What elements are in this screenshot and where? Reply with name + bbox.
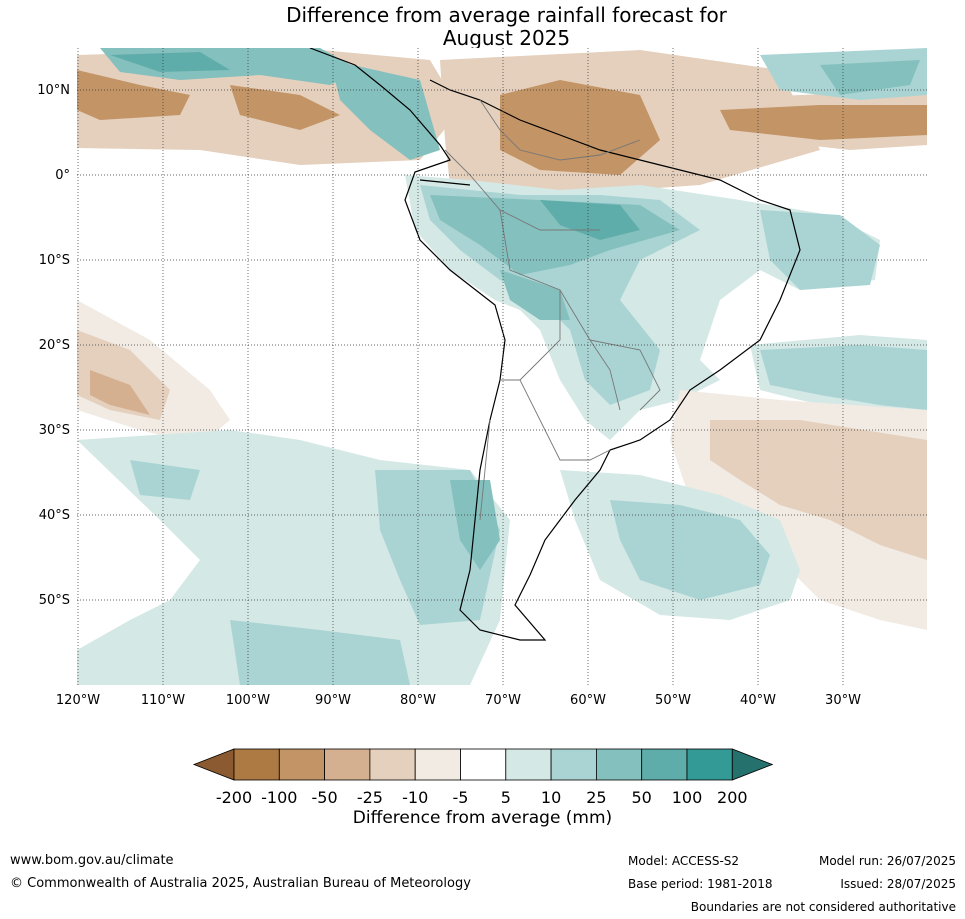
lon-label: 110°W — [140, 693, 186, 708]
colorbar-tick-label: -50 — [311, 788, 338, 807]
colorbar — [192, 748, 774, 781]
lon-label: 100°W — [225, 693, 271, 708]
gridlines — [77, 48, 927, 685]
colorbar-tick-label: -10 — [402, 788, 429, 807]
lat-label: 40°S — [38, 508, 70, 523]
colorbar-segment — [550, 748, 597, 781]
colorbar-segment — [641, 748, 688, 781]
colorbar-segment — [505, 748, 552, 781]
model-text: Model: ACCESS-S2 — [628, 854, 740, 868]
colorbar-title: Difference from average (mm) — [352, 808, 613, 828]
colorbar-segment — [596, 748, 643, 781]
colorbar-tick-label: 10 — [540, 788, 562, 807]
colorbar-segment — [369, 748, 416, 781]
colorbar-tick-label: 200 — [717, 788, 748, 807]
colorbar-tick-label: -25 — [356, 788, 383, 807]
lat-label: 50°S — [38, 593, 70, 608]
colorbar-tick-label: 100 — [671, 788, 703, 807]
colorbar-tick-label: 25 — [586, 788, 607, 807]
colorbar-tick-label: 50 — [631, 788, 652, 807]
title-line-1: Difference from average rainfall forecas… — [286, 3, 727, 27]
colorbar-tick-label: 5 — [500, 788, 511, 807]
website-text: www.bom.gov.au/climate — [10, 853, 174, 868]
colorbar-extend-low — [192, 748, 235, 781]
copyright-text: © Commonwealth of Australia 2025, Austra… — [10, 876, 471, 891]
lon-label: 40°W — [740, 693, 776, 708]
lon-label: 80°W — [400, 693, 436, 708]
colorbar-tick-label: -100 — [261, 788, 298, 807]
colorbar-extend-high — [731, 748, 774, 781]
country-borders — [444, 99, 661, 521]
colorbar-segment — [414, 748, 461, 781]
lat-label: 20°S — [38, 338, 70, 353]
colorbar-segment — [686, 748, 733, 781]
colorbar-segment — [460, 748, 507, 781]
south-pacific — [77, 300, 510, 685]
colorbar-segment — [324, 748, 371, 781]
lat-label: 0° — [55, 168, 70, 183]
title-line-2: August 2025 — [442, 26, 571, 50]
issued-text: Issued: 28/07/2025 — [840, 877, 956, 891]
colorbar-segment — [278, 748, 325, 781]
lat-label: 10°N — [37, 83, 70, 98]
lat-label: 10°S — [38, 253, 70, 268]
lon-label: 120°W — [55, 693, 101, 708]
disclaimer-text: Boundaries are not considered authoritat… — [690, 900, 956, 914]
base-period-text: Base period: 1981-2018 — [628, 877, 773, 891]
colorbar-tick-label: -200 — [215, 788, 253, 807]
chart-title: Difference from average rainfall forecas… — [0, 4, 965, 50]
northern-bands — [77, 48, 927, 195]
south-atlantic — [560, 335, 927, 630]
colorbar-tick-label: -5 — [452, 788, 469, 807]
lon-label: 50°W — [655, 693, 691, 708]
lon-label: 90°W — [315, 693, 351, 708]
lon-label: 60°W — [570, 693, 606, 708]
model-run-text: Model run: 26/07/2025 — [818, 854, 956, 868]
south-america-coastline — [309, 48, 801, 641]
colorbar-segment — [233, 748, 280, 781]
lat-label: 30°S — [38, 423, 70, 438]
lon-label: 70°W — [485, 693, 521, 708]
lon-label: 30°W — [825, 693, 861, 708]
